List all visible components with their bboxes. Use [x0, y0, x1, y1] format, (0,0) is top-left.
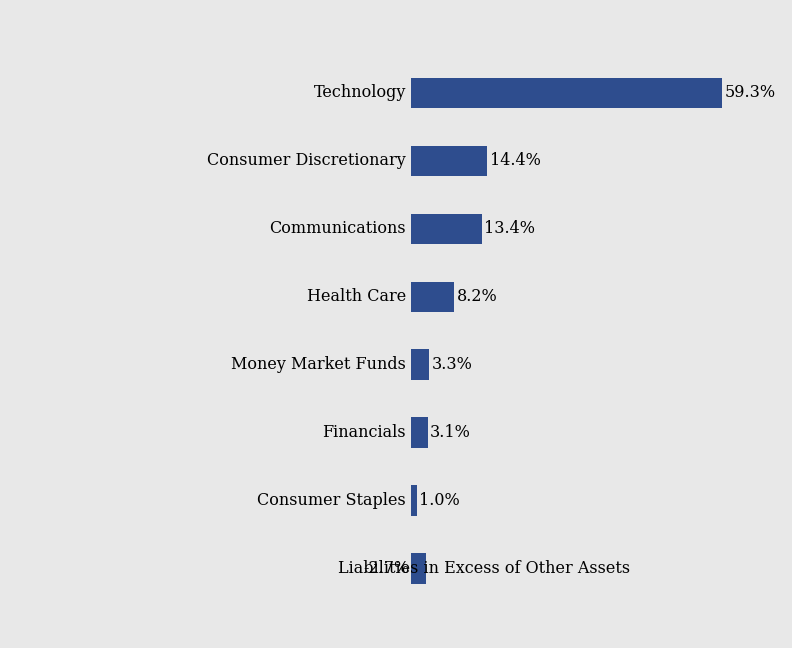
Text: -2.7%: -2.7% [364, 560, 409, 577]
Text: 13.4%: 13.4% [484, 220, 535, 237]
Text: 3.1%: 3.1% [430, 424, 471, 441]
Bar [411, 553, 425, 584]
Text: Communications: Communications [269, 220, 406, 237]
Text: Health Care: Health Care [307, 288, 406, 305]
Bar [411, 214, 482, 244]
Text: 3.3%: 3.3% [432, 356, 472, 373]
Text: 8.2%: 8.2% [457, 288, 497, 305]
Text: 59.3%: 59.3% [725, 84, 776, 102]
Bar [411, 349, 428, 380]
Bar [411, 281, 455, 312]
Bar [411, 417, 428, 448]
Bar [411, 78, 722, 108]
Bar [411, 485, 417, 516]
Text: Technology: Technology [314, 84, 406, 102]
Text: Consumer Discretionary: Consumer Discretionary [208, 152, 406, 169]
Text: Money Market Funds: Money Market Funds [231, 356, 406, 373]
Text: Financials: Financials [322, 424, 406, 441]
Text: Liabilities in Excess of Other Assets: Liabilities in Excess of Other Assets [338, 560, 630, 577]
Bar [411, 146, 487, 176]
Text: Consumer Staples: Consumer Staples [257, 492, 406, 509]
Text: 14.4%: 14.4% [489, 152, 540, 169]
Text: 1.0%: 1.0% [419, 492, 460, 509]
